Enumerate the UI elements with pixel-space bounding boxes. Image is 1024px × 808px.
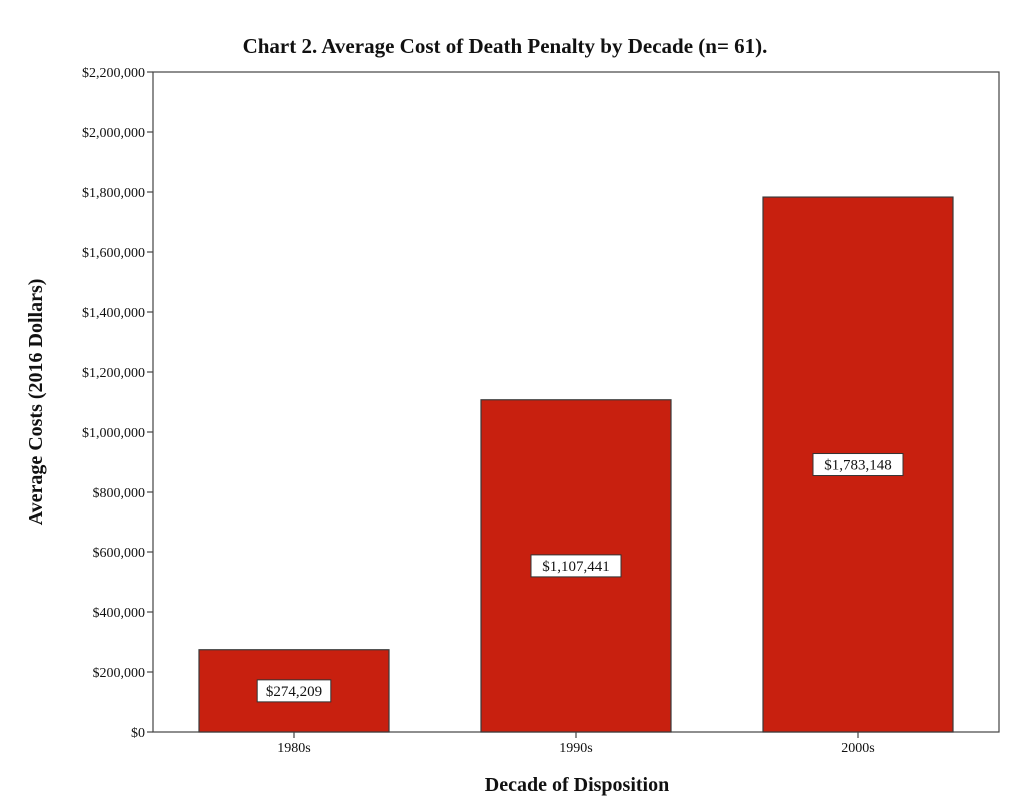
bars-group: $274,209 $1,107,441 $1,783,148: [198, 196, 954, 733]
chart-title: Chart 2. Average Cost of Death Penalty b…: [243, 34, 768, 58]
x-tick-label: 2000s: [841, 741, 874, 756]
y-tick-label: $2,200,000: [82, 66, 145, 81]
x-axis-label: Decade of Disposition: [485, 774, 669, 796]
data-label-box: [812, 453, 904, 477]
y-tick-label: $1,600,000: [82, 246, 145, 261]
data-label-box: [256, 679, 332, 703]
y-tick-label: $1,200,000: [82, 366, 145, 381]
y-tick-label: $1,400,000: [82, 306, 145, 321]
y-tick-label: $1,800,000: [82, 186, 145, 201]
y-tick-label: $0: [131, 726, 145, 741]
y-tick-label: $600,000: [93, 546, 146, 561]
data-label: $274,209: [266, 684, 322, 700]
data-label: $1,783,148: [824, 458, 892, 474]
x-tick-label: 1990s: [559, 741, 592, 756]
y-axis-label: Average Costs (2016 Dollars): [25, 279, 47, 526]
x-tick-label: 1980s: [277, 741, 310, 756]
data-label: $1,107,441: [542, 559, 610, 575]
x-axis: 1980s 1990s 2000s: [277, 732, 875, 756]
y-tick-label: $400,000: [93, 606, 146, 621]
y-tick-label: $800,000: [93, 486, 146, 501]
y-tick-label: $200,000: [93, 666, 146, 681]
y-axis: $0 $200,000 $400,000 $600,000 $800,000 $1,000…: [82, 66, 153, 741]
y-tick-label: $2,000,000: [82, 126, 145, 141]
bar: [480, 399, 672, 733]
data-label-box: [530, 554, 622, 578]
y-tick-label: $1,000,000: [82, 426, 145, 441]
